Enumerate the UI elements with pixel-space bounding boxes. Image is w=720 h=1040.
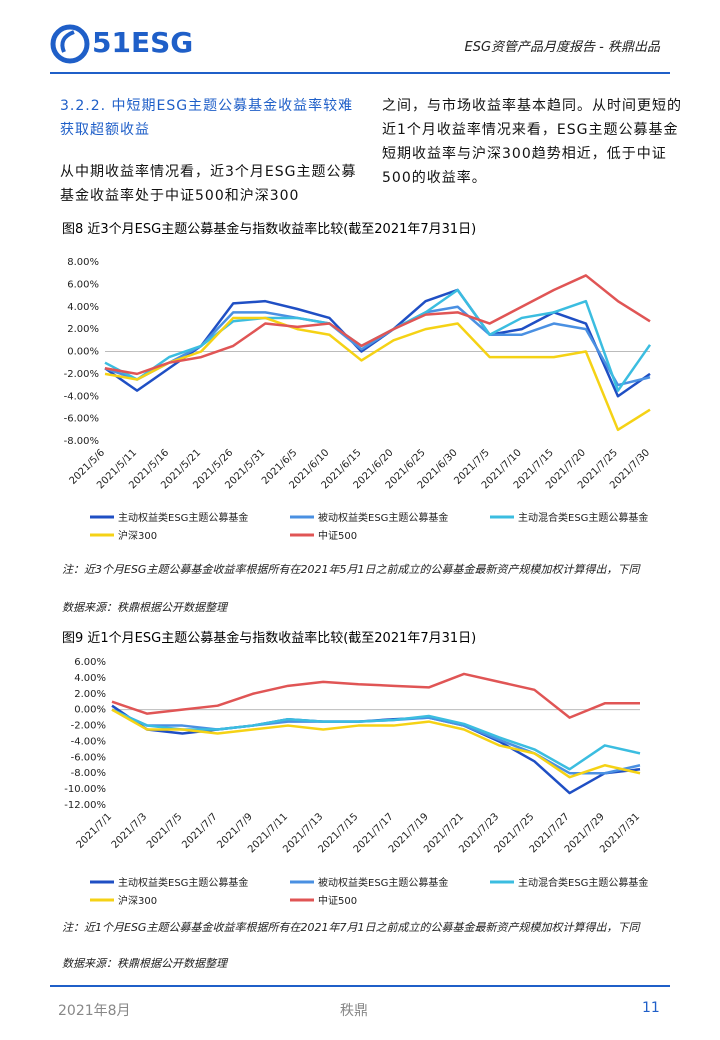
series-line — [111, 708, 641, 771]
report-name: ESG资管产品月度报告 - 秩鼎出品 — [464, 40, 661, 55]
logo-icon — [50, 24, 90, 64]
section-title: 3.2.2. 中短期ESG主题公募基金收益率较难获取超额收益 — [60, 98, 354, 138]
x-tick-label: 2021/7/1 — [75, 811, 115, 851]
footer-rule — [50, 985, 670, 987]
y-tick-label: 4.00% — [67, 302, 99, 313]
y-tick-label: 0.00% — [67, 347, 99, 358]
y-tick-label: -6.00% — [71, 752, 106, 763]
note: 注：近1个月ESG主题公募基金收益率根据所有在2021年7月1日之前成立的公募基… — [62, 921, 640, 934]
y-tick-label: -2.00% — [64, 369, 99, 380]
y-tick-label: -12.00% — [64, 800, 106, 811]
legend-label: 被动权益类ESG主题公募基金 — [318, 876, 448, 889]
series-line — [111, 708, 641, 779]
x-tick-label: 2021/7/5 — [145, 811, 185, 851]
legend-label: 中证500 — [318, 894, 357, 907]
figure-title: 图9 近1个月ESG主题公募基金与指数收益率比较(截至2021年7月31日) — [62, 631, 477, 646]
chart: -12.00% -10.00% -8.00% -6.00% -4.00% -2.00% 0.… — [64, 657, 648, 907]
y-tick-label: 4.00% — [74, 673, 106, 684]
series-line — [104, 274, 651, 376]
y-tick-label: 2.00% — [74, 689, 106, 700]
logo-text: 51ESG — [92, 26, 194, 59]
page-number: 11 — [642, 1000, 660, 1016]
header-rule — [50, 72, 670, 74]
footer-date: 2021年8月 — [58, 1003, 131, 1019]
paragraph: 之间，与市场收益率基本趋同。从时间更短的近1个月收益率情况来看，ESG主题公募基… — [382, 98, 682, 186]
legend-label: 沪深300 — [118, 894, 157, 907]
x-tick-label: 2021/7/3 — [110, 811, 150, 851]
series-line — [111, 672, 640, 719]
y-tick-label: -4.00% — [64, 391, 99, 402]
legend-label: 沪深300 — [118, 529, 157, 542]
series-line — [104, 316, 651, 432]
series-line — [104, 288, 651, 398]
legend-label: 被动权益类ESG主题公募基金 — [318, 511, 448, 524]
y-tick-label: -8.00% — [71, 768, 106, 779]
legend-label: 中证500 — [318, 529, 357, 542]
footer-company: 秩鼎 — [340, 1003, 368, 1019]
x-tick-label: 2021/7/7 — [180, 811, 220, 851]
note: 注：近3个月ESG主题公募基金收益率根据所有在2021年5月1日之前成立的公募基… — [62, 563, 640, 576]
y-tick-label: 6.00% — [74, 657, 106, 668]
series-line — [111, 704, 641, 795]
y-tick-label: -4.00% — [71, 736, 106, 747]
y-tick-label: 8.00% — [67, 257, 99, 268]
legend-label: 主动权益类ESG主题公募基金 — [118, 511, 248, 524]
figure-title: 图8 近3个月ESG主题公募基金与指数收益率比较(截至2021年7月31日) — [62, 222, 477, 237]
y-tick-label: -6.00% — [64, 414, 99, 425]
legend-label: 主动混合类ESG主题公募基金 — [518, 511, 648, 524]
legend-label: 主动混合类ESG主题公募基金 — [518, 876, 648, 889]
y-tick-label: -10.00% — [64, 784, 106, 795]
legend-label: 主动权益类ESG主题公募基金 — [118, 876, 248, 889]
y-tick-label: -2.00% — [71, 721, 106, 732]
y-tick-label: 6.00% — [67, 279, 99, 290]
chart: -8.00% -6.00% -4.00% -2.00% 0.00% 2.00% 4.00% 6… — [64, 257, 653, 542]
source: 数据来源：秩鼎根据公开数据整理 — [62, 601, 227, 614]
y-tick-label: 0.00% — [74, 705, 106, 716]
y-tick-label: 2.00% — [67, 324, 99, 335]
y-tick-label: -8.00% — [64, 436, 99, 447]
source: 数据来源：秩鼎根据公开数据整理 — [62, 957, 227, 970]
paragraph: 从中期收益率情况看，近3个月ESG主题公募基金收益率处于中证500和沪深300 — [60, 164, 357, 204]
